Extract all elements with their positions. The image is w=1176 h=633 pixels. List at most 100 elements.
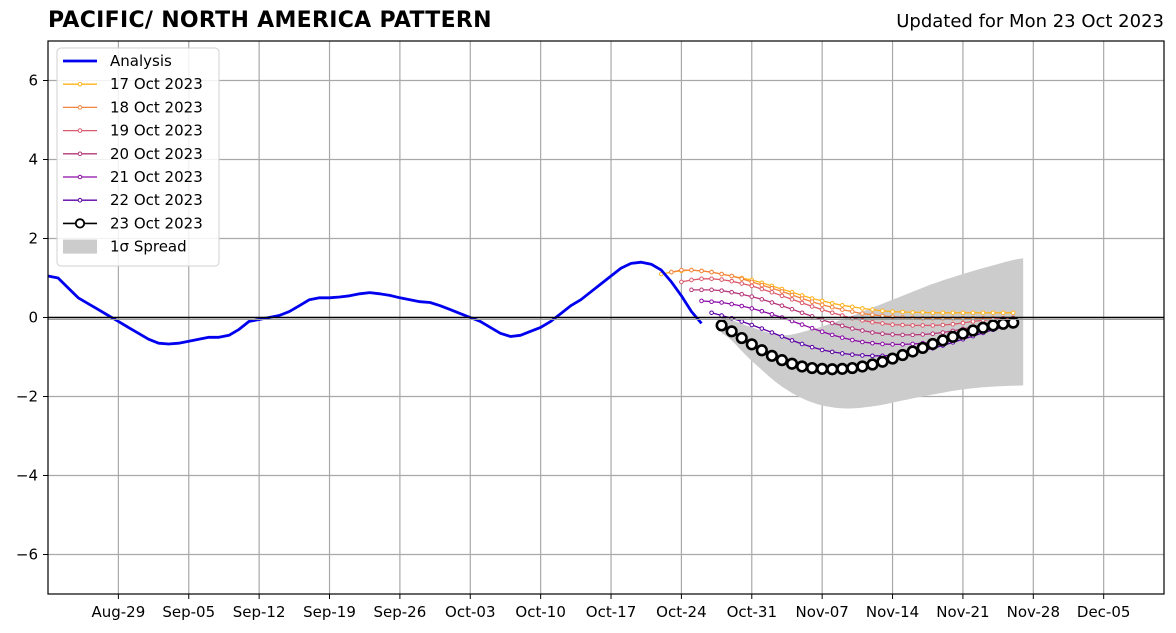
forecast-point xyxy=(866,358,879,371)
forecast-point xyxy=(769,300,775,305)
x-tick-label: Sep-19 xyxy=(303,603,356,621)
forecast-point xyxy=(839,323,845,329)
forecast-point xyxy=(906,345,919,358)
forecast-point xyxy=(759,308,765,314)
forecast-point xyxy=(850,337,855,343)
forecast-point xyxy=(946,330,959,343)
chart-title: PACIFIC/ NORTH AMERICA PATTERN xyxy=(48,8,492,33)
forecast-point xyxy=(759,326,765,331)
forecast-point xyxy=(689,267,694,273)
forecast-point xyxy=(930,323,936,328)
forecast-point xyxy=(896,348,909,362)
forecast-point xyxy=(709,269,714,275)
forecast-point xyxy=(870,312,875,318)
forecast-point xyxy=(739,303,745,309)
forecast-point xyxy=(890,322,895,327)
forecast-point xyxy=(789,306,795,312)
forecast-point xyxy=(860,353,865,358)
forecast-point xyxy=(916,341,929,355)
forecast-point xyxy=(850,304,855,310)
legend-marker xyxy=(77,105,83,110)
legend-label: 20 Oct 2023 xyxy=(110,145,203,163)
axes: Aug-29 Sep-05 Sep-12 Sep-19 Sep-26 Oct-03 Oct-… xyxy=(16,40,1165,621)
forecast-point xyxy=(860,339,865,345)
forecast-point xyxy=(789,297,795,302)
forecast-point xyxy=(809,344,815,350)
legend-label: 23 Oct 2023 xyxy=(110,214,203,232)
forecast-point xyxy=(926,337,939,351)
forecast-point xyxy=(910,341,915,347)
forecast-point xyxy=(749,322,755,328)
forecast-point xyxy=(860,328,865,333)
forecast-point xyxy=(749,294,755,299)
forecast-point xyxy=(1000,310,1006,316)
legend-marker xyxy=(77,81,83,87)
legend-box xyxy=(56,47,220,267)
legend-marker xyxy=(77,174,83,180)
forecast-point xyxy=(729,289,734,295)
forecast-point xyxy=(699,276,704,282)
forecast-point xyxy=(689,277,694,283)
forecast-point xyxy=(699,268,704,274)
y-tick-label: 2 xyxy=(28,230,38,248)
legend: Analysis 17 Oct 2023 18 Oct 2023 19 Oct 202… xyxy=(56,47,220,267)
x-tick-label: Oct-03 xyxy=(445,603,495,621)
forecast-point xyxy=(669,269,674,275)
forecast-point xyxy=(880,321,885,326)
x-tick-label: Nov-14 xyxy=(866,603,919,621)
x-tick-label: Nov-07 xyxy=(795,603,848,621)
forecast-point xyxy=(950,310,956,316)
forecast-point xyxy=(799,296,805,301)
forecast-point xyxy=(739,291,745,297)
forecast-point xyxy=(765,349,778,362)
forecast-point xyxy=(789,338,795,343)
legend-label: Analysis xyxy=(110,52,172,70)
forecast-point xyxy=(769,312,775,317)
forecast-point xyxy=(739,319,745,324)
forecast-point xyxy=(755,344,768,357)
legend-marker xyxy=(74,218,86,229)
forecast-point xyxy=(689,287,694,293)
y-tick-label: −6 xyxy=(16,546,38,564)
forecast-point xyxy=(970,319,976,324)
forecast-point xyxy=(850,326,855,331)
x-tick-label: Aug-29 xyxy=(91,603,145,621)
forecast-point xyxy=(940,322,946,328)
forecast-point xyxy=(936,334,949,347)
forecast-point xyxy=(785,357,799,370)
y-tick-label: −4 xyxy=(16,467,38,485)
forecast-point xyxy=(739,276,745,282)
forecast-point xyxy=(900,322,905,328)
forecast-point xyxy=(749,306,755,311)
forecast-point xyxy=(715,319,728,332)
y-tick-label: −2 xyxy=(16,388,38,406)
forecast-point xyxy=(876,355,889,368)
legend-marker xyxy=(77,128,83,133)
forecast-point xyxy=(819,298,825,304)
forecast-point xyxy=(880,308,885,314)
forecast-point xyxy=(709,299,714,305)
legend-label: 18 Oct 2023 xyxy=(110,98,203,116)
forecast-point xyxy=(856,360,869,373)
legend-label: 17 Oct 2023 xyxy=(110,75,203,93)
series-group xyxy=(47,260,1020,376)
forecast-point xyxy=(819,307,825,312)
plot-frame xyxy=(47,40,1165,595)
x-tick-label: Oct-24 xyxy=(656,603,706,621)
forecast-point xyxy=(839,302,845,308)
legend-label: 22 Oct 2023 xyxy=(110,191,203,209)
forecast-point xyxy=(960,310,966,316)
forecast-point xyxy=(816,362,829,375)
forecast-point xyxy=(990,310,996,316)
forecast-point xyxy=(829,349,835,355)
forecast-point xyxy=(880,341,885,347)
forecast-point xyxy=(976,321,990,334)
forecast-point xyxy=(920,310,926,315)
forecast-point xyxy=(920,332,926,337)
legend-label: 21 Oct 2023 xyxy=(110,168,203,186)
forecast-point xyxy=(719,277,724,282)
legend-swatch xyxy=(63,239,97,254)
forecast-point xyxy=(850,352,855,357)
x-tick-label: Oct-10 xyxy=(515,603,565,621)
